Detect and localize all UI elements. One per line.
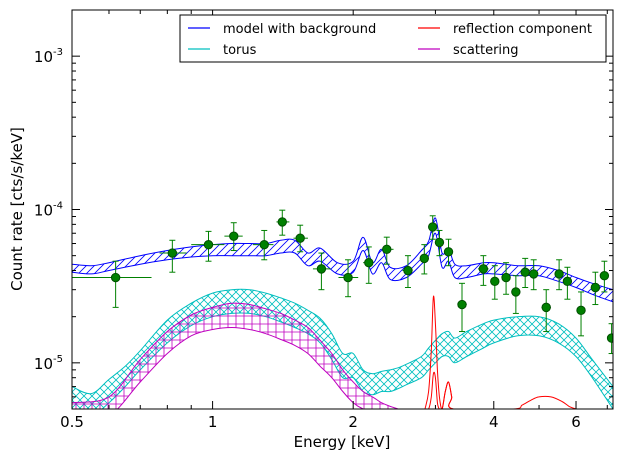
data-point <box>576 291 586 337</box>
data-point <box>477 255 489 286</box>
x-tick-label: 4 <box>489 413 499 431</box>
data-marker <box>316 264 327 274</box>
x-axis-ticks: 0.5 1 2 4 6 <box>60 10 608 431</box>
y-tick-exponent: -5 <box>53 354 63 365</box>
data-point <box>419 244 430 275</box>
data-marker <box>554 269 564 279</box>
data-marker <box>434 237 445 248</box>
y-tick-label: 10-4 <box>34 201 63 220</box>
legend-box <box>179 14 607 63</box>
data-marker <box>457 299 467 310</box>
x-tick-label: 0.5 <box>60 413 84 431</box>
data-point <box>276 209 290 236</box>
y-tick-base: 10 <box>34 355 53 373</box>
data-marker <box>167 248 178 258</box>
legend: model with background torus reflection com… <box>179 14 607 63</box>
data-point <box>599 260 610 293</box>
band-lower-scattering <box>116 326 365 409</box>
data-marker <box>590 282 601 293</box>
data-point <box>312 252 331 291</box>
data-marker <box>490 276 500 287</box>
data-marker <box>110 272 121 283</box>
data-marker <box>478 264 489 274</box>
data-marker <box>528 269 539 279</box>
data-point <box>434 229 445 257</box>
data-point <box>159 239 187 273</box>
data-point <box>293 224 308 253</box>
data-point <box>528 259 539 291</box>
legend-label: reflection component <box>453 22 592 37</box>
y-axis-label: Count rate [cts/s/keV] <box>8 127 26 291</box>
legend-label: scattering <box>453 43 519 58</box>
data-marker <box>511 287 521 297</box>
y-tick-base: 10 <box>34 202 53 220</box>
data-point <box>457 282 467 333</box>
band-upper-scattering <box>72 302 399 409</box>
data-marker <box>576 305 586 316</box>
data-point <box>338 259 359 298</box>
y-tick-label: 10-5 <box>34 354 63 373</box>
band-lower-reflection-component <box>425 371 576 409</box>
y-tick-label: 10-3 <box>34 47 63 66</box>
band-lower-model-with-background <box>72 232 613 303</box>
band-upper-torus <box>72 288 613 395</box>
y-tick-exponent: -4 <box>53 201 63 212</box>
data-point <box>490 265 500 300</box>
data-marker <box>606 333 613 343</box>
data-marker <box>382 244 392 255</box>
data-marker <box>443 247 454 257</box>
data-marker <box>501 272 511 283</box>
data-point <box>443 238 454 267</box>
y-tick-exponent: -3 <box>53 47 63 58</box>
y-axis-ticks: 10-510-410-3 <box>34 9 613 398</box>
x-tick-label: 6 <box>571 413 581 431</box>
legend-label: model with background <box>223 22 376 37</box>
data-point <box>501 262 511 295</box>
x-axis-label: Energy [keV] <box>294 433 391 451</box>
data-point <box>402 255 413 288</box>
data-marker <box>259 239 269 250</box>
data-marker <box>364 257 374 268</box>
data-marker <box>419 253 430 264</box>
data-point <box>224 222 243 252</box>
data-point <box>511 275 521 314</box>
data-point <box>590 271 601 306</box>
x-tick-label: 2 <box>348 413 358 431</box>
data-point <box>428 215 438 240</box>
y-tick-base: 10 <box>34 48 53 66</box>
data-marker <box>520 267 530 277</box>
data-marker <box>203 239 214 250</box>
data-point <box>554 259 564 291</box>
data-marker <box>403 265 413 276</box>
x-tick-label: 1 <box>208 413 218 431</box>
data-marker <box>229 231 239 241</box>
data-marker <box>428 222 438 232</box>
data-point <box>541 289 551 333</box>
data-marker <box>343 272 353 283</box>
data-marker <box>277 217 287 227</box>
data-point <box>606 323 613 355</box>
data-point <box>363 246 374 284</box>
data-marker <box>562 276 573 287</box>
data-marker <box>599 271 610 281</box>
data-points <box>72 209 613 355</box>
data-point <box>252 229 274 261</box>
data-point <box>381 236 394 265</box>
data-marker <box>295 233 305 243</box>
model-bands <box>72 217 613 409</box>
data-point <box>191 230 225 262</box>
data-marker <box>541 302 551 313</box>
legend-label: torus <box>223 43 257 58</box>
data-point <box>562 266 573 300</box>
data-point <box>72 260 152 308</box>
